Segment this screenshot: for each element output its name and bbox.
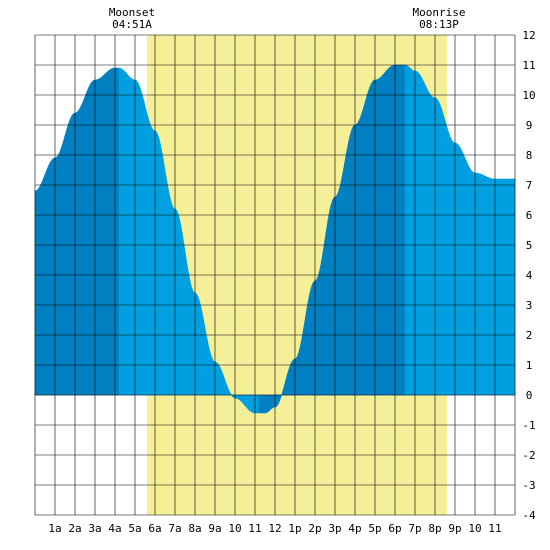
moon-event-time: 04:51A [112, 18, 152, 31]
y-tick-label: 2 [526, 329, 533, 342]
x-tick-label: 6p [388, 522, 401, 535]
y-tick-label: 4 [526, 269, 533, 282]
moon-event-label: Moonrise [413, 6, 466, 19]
y-tick-label: 3 [526, 299, 533, 312]
tide-band-1 [34, 67, 120, 396]
tide-band-5 [404, 64, 516, 396]
y-tick-label: 5 [526, 239, 533, 252]
tide-band-4 [276, 64, 406, 407]
x-axis-tick-labels: 1a 2a 3a 4a 5a 6a 7a 8a 9a 10 11 12 1p 2p 3p 4p 5p 6p 7p 8p… [48, 522, 501, 535]
x-tick-label: 4a [108, 522, 121, 535]
y-tick-label: 10 [522, 89, 535, 102]
y-tick-label: 6 [526, 209, 533, 222]
y-tick-label: -1 [522, 419, 535, 432]
x-tick-label: 5a [128, 522, 141, 535]
x-tick-label: 3p [328, 522, 341, 535]
x-tick-label: 6a [148, 522, 161, 535]
y-tick-label: 12 [522, 29, 535, 42]
grid-lines [34, 34, 516, 516]
y-tick-label: 11 [522, 59, 535, 72]
moon-event-label: Moonset [109, 6, 155, 19]
x-tick-label: 9a [208, 522, 221, 535]
x-tick-label: 4p [348, 522, 361, 535]
x-tick-label: 3a [88, 522, 101, 535]
y-tick-label: 7 [526, 179, 533, 192]
x-tick-label: 1a [48, 522, 61, 535]
x-tick-label: 7p [408, 522, 421, 535]
x-tick-label: 9p [448, 522, 461, 535]
x-tick-label: 7a [168, 522, 181, 535]
x-tick-label: 10 [468, 522, 481, 535]
y-tick-label: 9 [526, 119, 533, 132]
tide-band-3 [258, 394, 278, 414]
x-tick-label: 11 [488, 522, 501, 535]
y-tick-label: -2 [522, 449, 535, 462]
y-tick-label: 0 [526, 389, 533, 402]
x-tick-label: 2p [308, 522, 321, 535]
y-tick-label: -3 [522, 479, 535, 492]
x-tick-label: 8p [428, 522, 441, 535]
x-tick-label: 5p [368, 522, 381, 535]
y-tick-label: -4 [522, 509, 536, 522]
x-tick-label: 11 [248, 522, 261, 535]
tide-band-2 [118, 67, 260, 414]
x-tick-label: 1p [288, 522, 301, 535]
y-tick-label: 1 [526, 359, 533, 372]
x-tick-label: 10 [228, 522, 241, 535]
tide-areas [34, 64, 516, 414]
x-tick-label: 2a [68, 522, 81, 535]
x-tick-label: 8a [188, 522, 201, 535]
x-tick-label: 12 [268, 522, 281, 535]
moon-event-time: 08:13P [419, 18, 459, 31]
y-tick-label: 8 [526, 149, 533, 162]
